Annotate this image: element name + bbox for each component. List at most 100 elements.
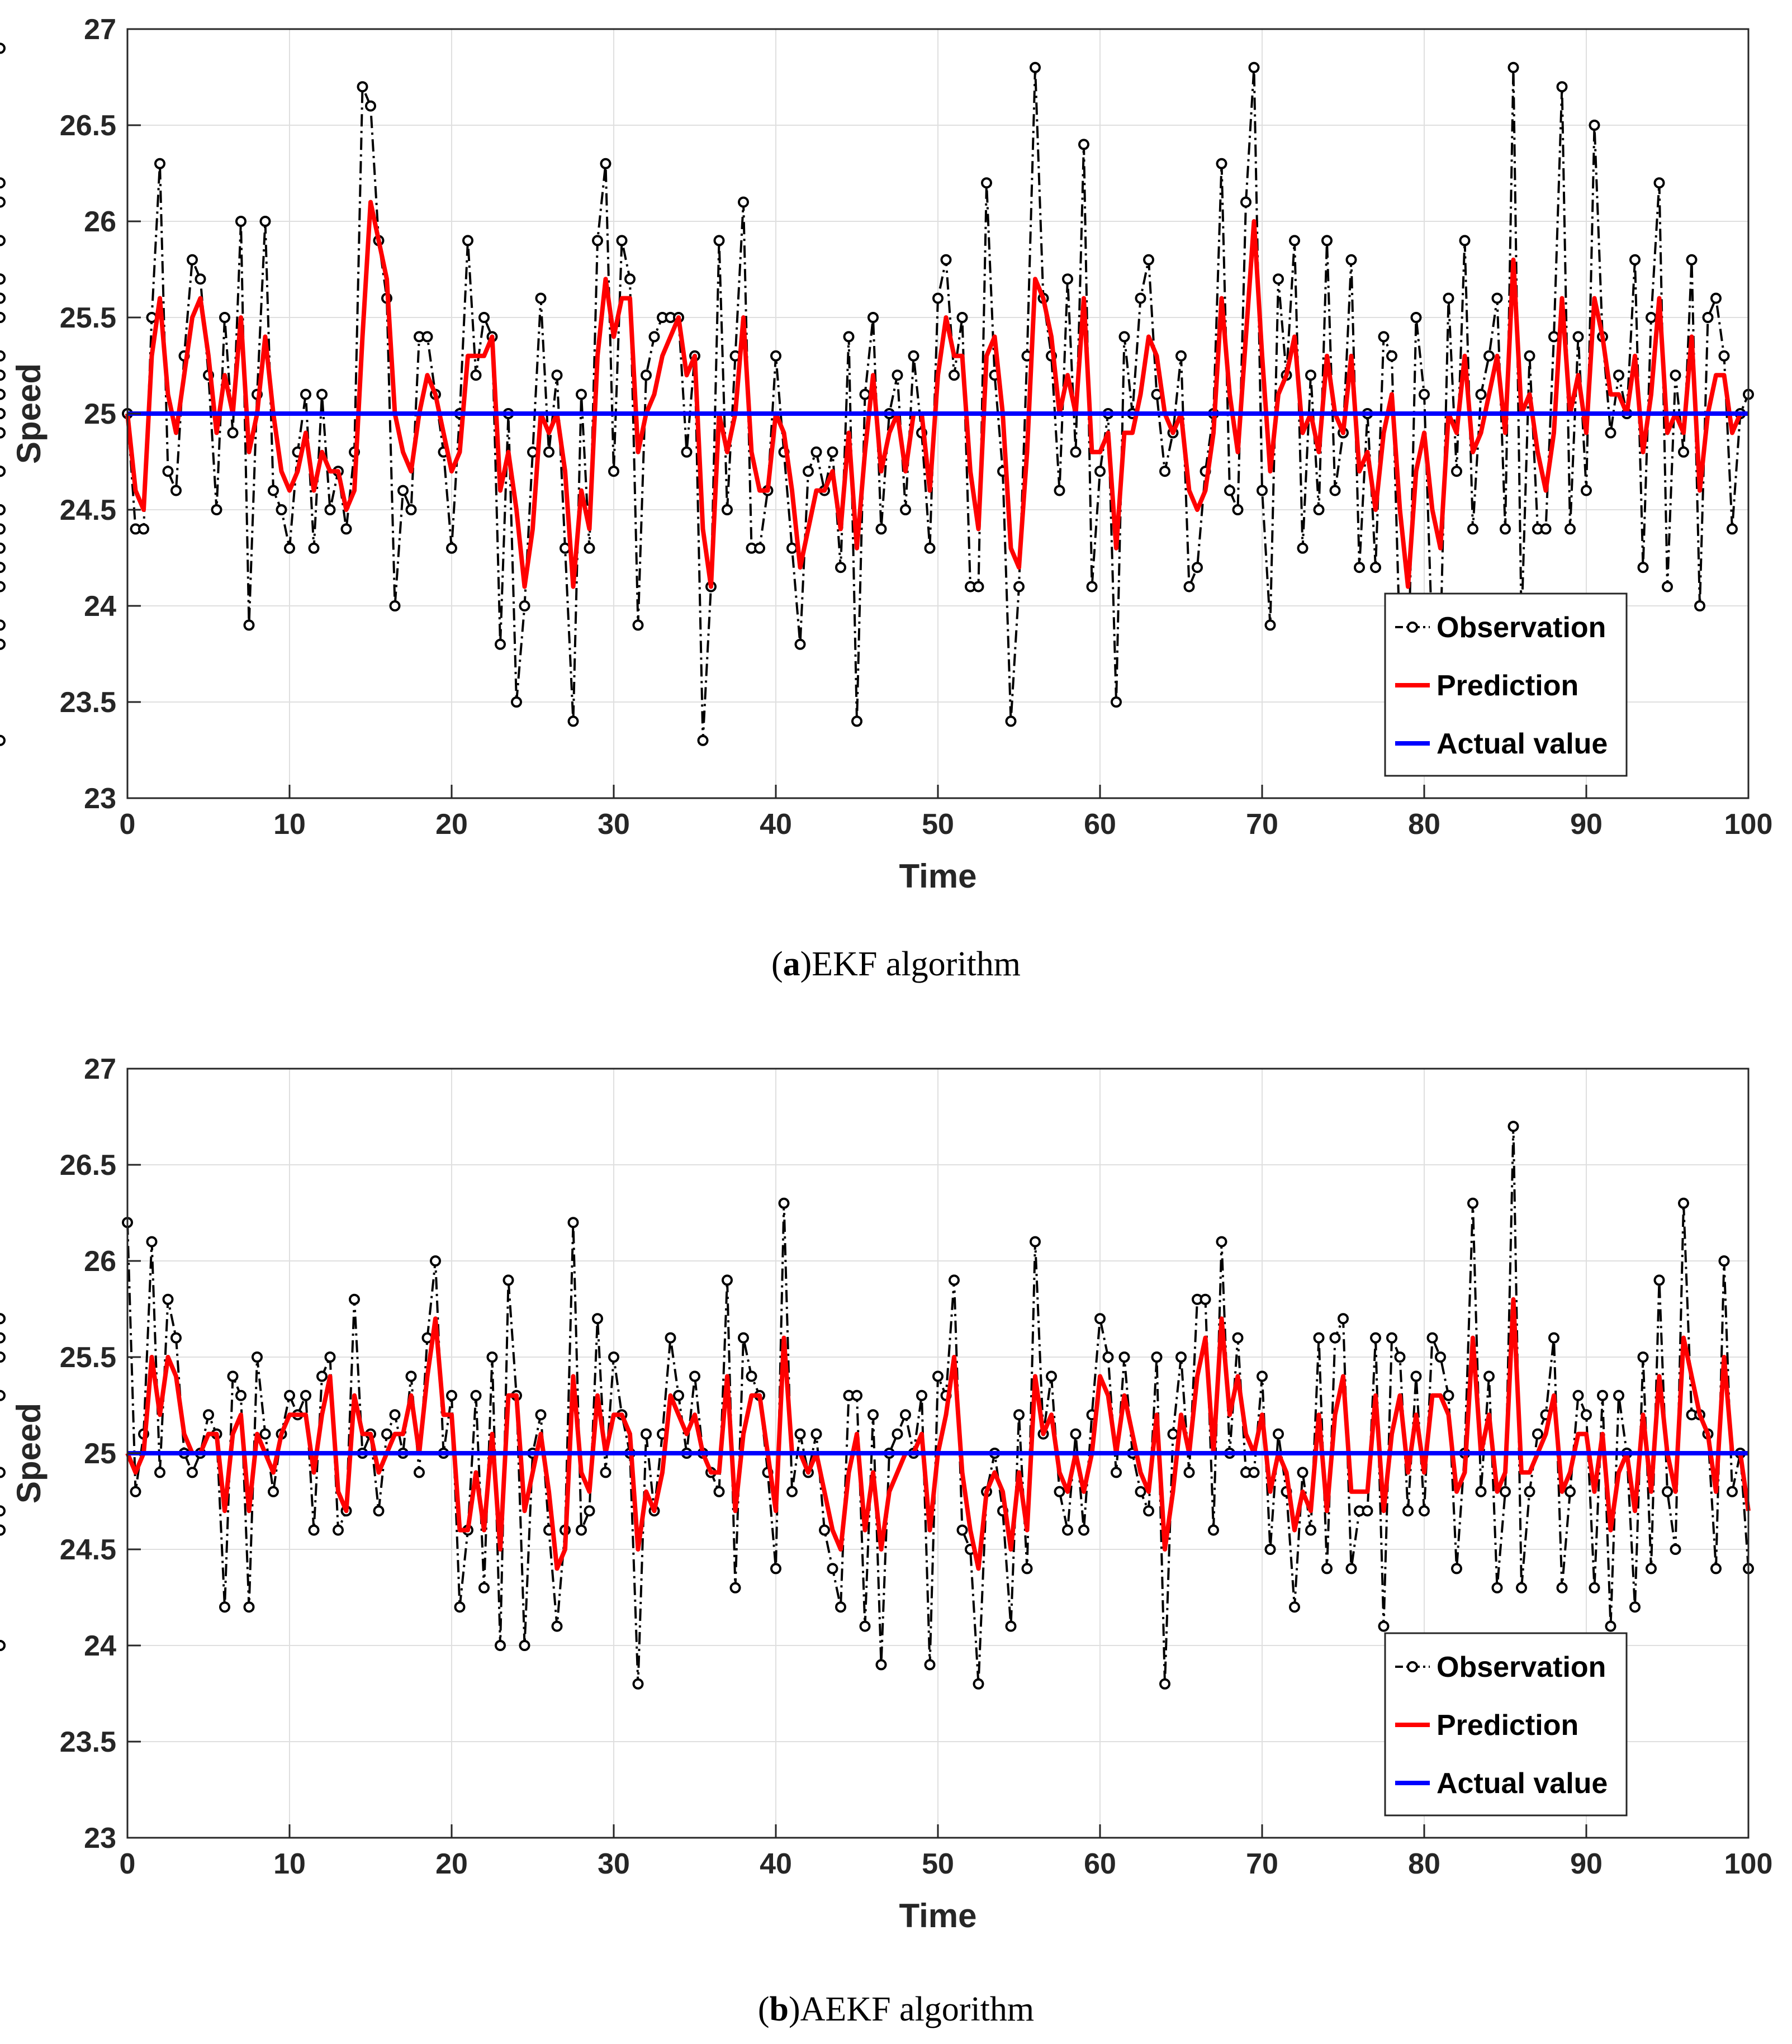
chart1-observation-point: [794, 1428, 806, 1440]
chart1-observation-point: [932, 1370, 944, 1382]
chart0-observation-point: [1548, 331, 1559, 343]
chart1-observation-point: [470, 1389, 482, 1401]
chart1-observation-point: [1183, 1467, 1195, 1478]
chart1-x-tick-label: 40: [760, 1848, 792, 1880]
chart1-observation-point: [1581, 1409, 1592, 1421]
chart1-observation-point: [1629, 1601, 1641, 1613]
chart1-y-tick-label: 23.5: [60, 1726, 116, 1758]
chart0-observation-point: [1718, 350, 1730, 362]
chart0-observation-point: [681, 446, 693, 458]
chart1-x-tick-label: 50: [922, 1848, 954, 1880]
chart1-y-tick-label: 26: [84, 1245, 116, 1278]
chart0-observation-point: [892, 369, 903, 381]
chart1-x-tick-label: 20: [435, 1848, 468, 1880]
chart1-observation-point: [1208, 1524, 1219, 1536]
chart0-observation-point: [495, 638, 506, 650]
chart0-observation-point: [0, 235, 6, 246]
chart1-observation-point: [519, 1640, 530, 1651]
chart1-observation-point: [1646, 1563, 1657, 1575]
chart0-observation-point: [592, 235, 603, 246]
chart1-observation-point: [502, 1274, 514, 1286]
chart0-observation-point: [0, 273, 6, 285]
chart0-x-tick-label: 30: [598, 808, 630, 841]
chart0-observation-point: [810, 446, 822, 458]
chart1-observation-point: [924, 1659, 936, 1671]
chart0-observation-point: [851, 715, 862, 727]
chart1-observation-point: [770, 1563, 781, 1575]
chart-panel-a: 0 10 20 30 40 50 60 70 80 90 100 23 23.5 24 24.5 25 25.5…: [0, 0, 1792, 1000]
chart0-observation-point: [722, 504, 733, 515]
chart0-observation-point: [1443, 292, 1454, 304]
chart1-observation-point: [300, 1389, 311, 1401]
chart0-y-tick-label: 24.5: [60, 494, 116, 527]
chart1-observation-point: [1467, 1197, 1478, 1209]
chart0-observation-point: [1062, 273, 1073, 285]
chart1-observation-point: [252, 1351, 263, 1363]
chart1-observation-point: [584, 1505, 595, 1517]
chart1-observation-point: [738, 1332, 749, 1344]
chart1-observation-point: [1727, 1486, 1738, 1497]
caption-b-letter: b: [769, 1990, 789, 2028]
chart1-observation-point: [859, 1620, 871, 1632]
chart0-observation-point: [1581, 485, 1592, 496]
chart0-observation-point: [624, 273, 636, 285]
chart1-observation-point: [0, 1505, 6, 1517]
chart0-y-tick-label: 26.5: [60, 110, 116, 142]
chart0-observation-point: [1345, 254, 1357, 265]
chart0-observation-point: [1459, 235, 1471, 246]
chart1-observation-point: [1151, 1351, 1163, 1363]
chart1-observation-point: [0, 1389, 6, 1401]
chart1-observation-point: [1329, 1332, 1341, 1344]
chart1-observation-point: [333, 1524, 344, 1536]
chart1-observation-point: [1362, 1505, 1373, 1517]
chart1-observation-point: [1102, 1351, 1114, 1363]
chart0-observation-point: [1289, 235, 1300, 246]
chart0-observation-point: [0, 292, 6, 304]
chart0-observation-point: [1702, 312, 1714, 323]
chart1-observation-point: [219, 1601, 230, 1613]
chart0-observation-point: [1070, 446, 1082, 458]
chart1-observation-point: [414, 1467, 425, 1478]
chart1-observation-point: [1135, 1486, 1146, 1497]
chart0-observation-point: [211, 504, 222, 515]
chart1-observation-point: [0, 1313, 6, 1325]
chart1-observation-point: [1078, 1524, 1089, 1536]
chart1-observation-point: [1500, 1486, 1511, 1497]
chart1-y-tick-label: 23: [84, 1822, 116, 1855]
chart0-observation-point: [900, 504, 911, 515]
chart1-observation-point: [381, 1428, 392, 1440]
chart1-observation-point: [851, 1389, 862, 1401]
chart0-observation-point: [478, 312, 490, 323]
chart1-observation-point: [1475, 1486, 1487, 1497]
chart1-observation-point: [786, 1486, 798, 1497]
chart1-observation-point: [1678, 1197, 1689, 1209]
chart0-observation-point: [268, 485, 279, 496]
chart0-observation-point: [243, 619, 255, 631]
chart1-observation-point: [405, 1370, 417, 1382]
chart1-observation-point: [1175, 1351, 1187, 1363]
chart0-observation-point: [0, 523, 6, 535]
chart0-observation-point: [924, 542, 936, 554]
chart1-observation-point: [1370, 1332, 1381, 1344]
chart1-observation-point: [1637, 1351, 1649, 1363]
chart1-observation-point: [1232, 1332, 1244, 1344]
chart0-x-tick-label: 10: [273, 808, 306, 841]
chart0-observation-point: [1507, 61, 1519, 73]
chart1-observation-point: [1662, 1486, 1673, 1497]
chart0-observation-point: [446, 542, 457, 554]
chart1-observation-point: [259, 1428, 271, 1440]
chart1-observation-point: [373, 1505, 385, 1517]
chart0-observation-point: [973, 581, 984, 592]
chart0-observation-point: [1005, 715, 1017, 727]
chart0-observation-point: [835, 562, 846, 573]
chart1-observation-point: [162, 1293, 174, 1305]
chart1-observation-point: [284, 1389, 295, 1401]
chart0-observation-point: [316, 388, 328, 400]
chart0-x-tick-label: 100: [1724, 808, 1773, 841]
chart0-observation-point: [1248, 61, 1260, 73]
chart0-x-axis-label: Time: [899, 857, 977, 895]
chart1-observation-point: [324, 1351, 336, 1363]
chart1-observation-point: [746, 1370, 757, 1382]
chart0-observation-point: [1605, 427, 1616, 439]
chart0-y-axis-label: Speed: [10, 363, 48, 464]
